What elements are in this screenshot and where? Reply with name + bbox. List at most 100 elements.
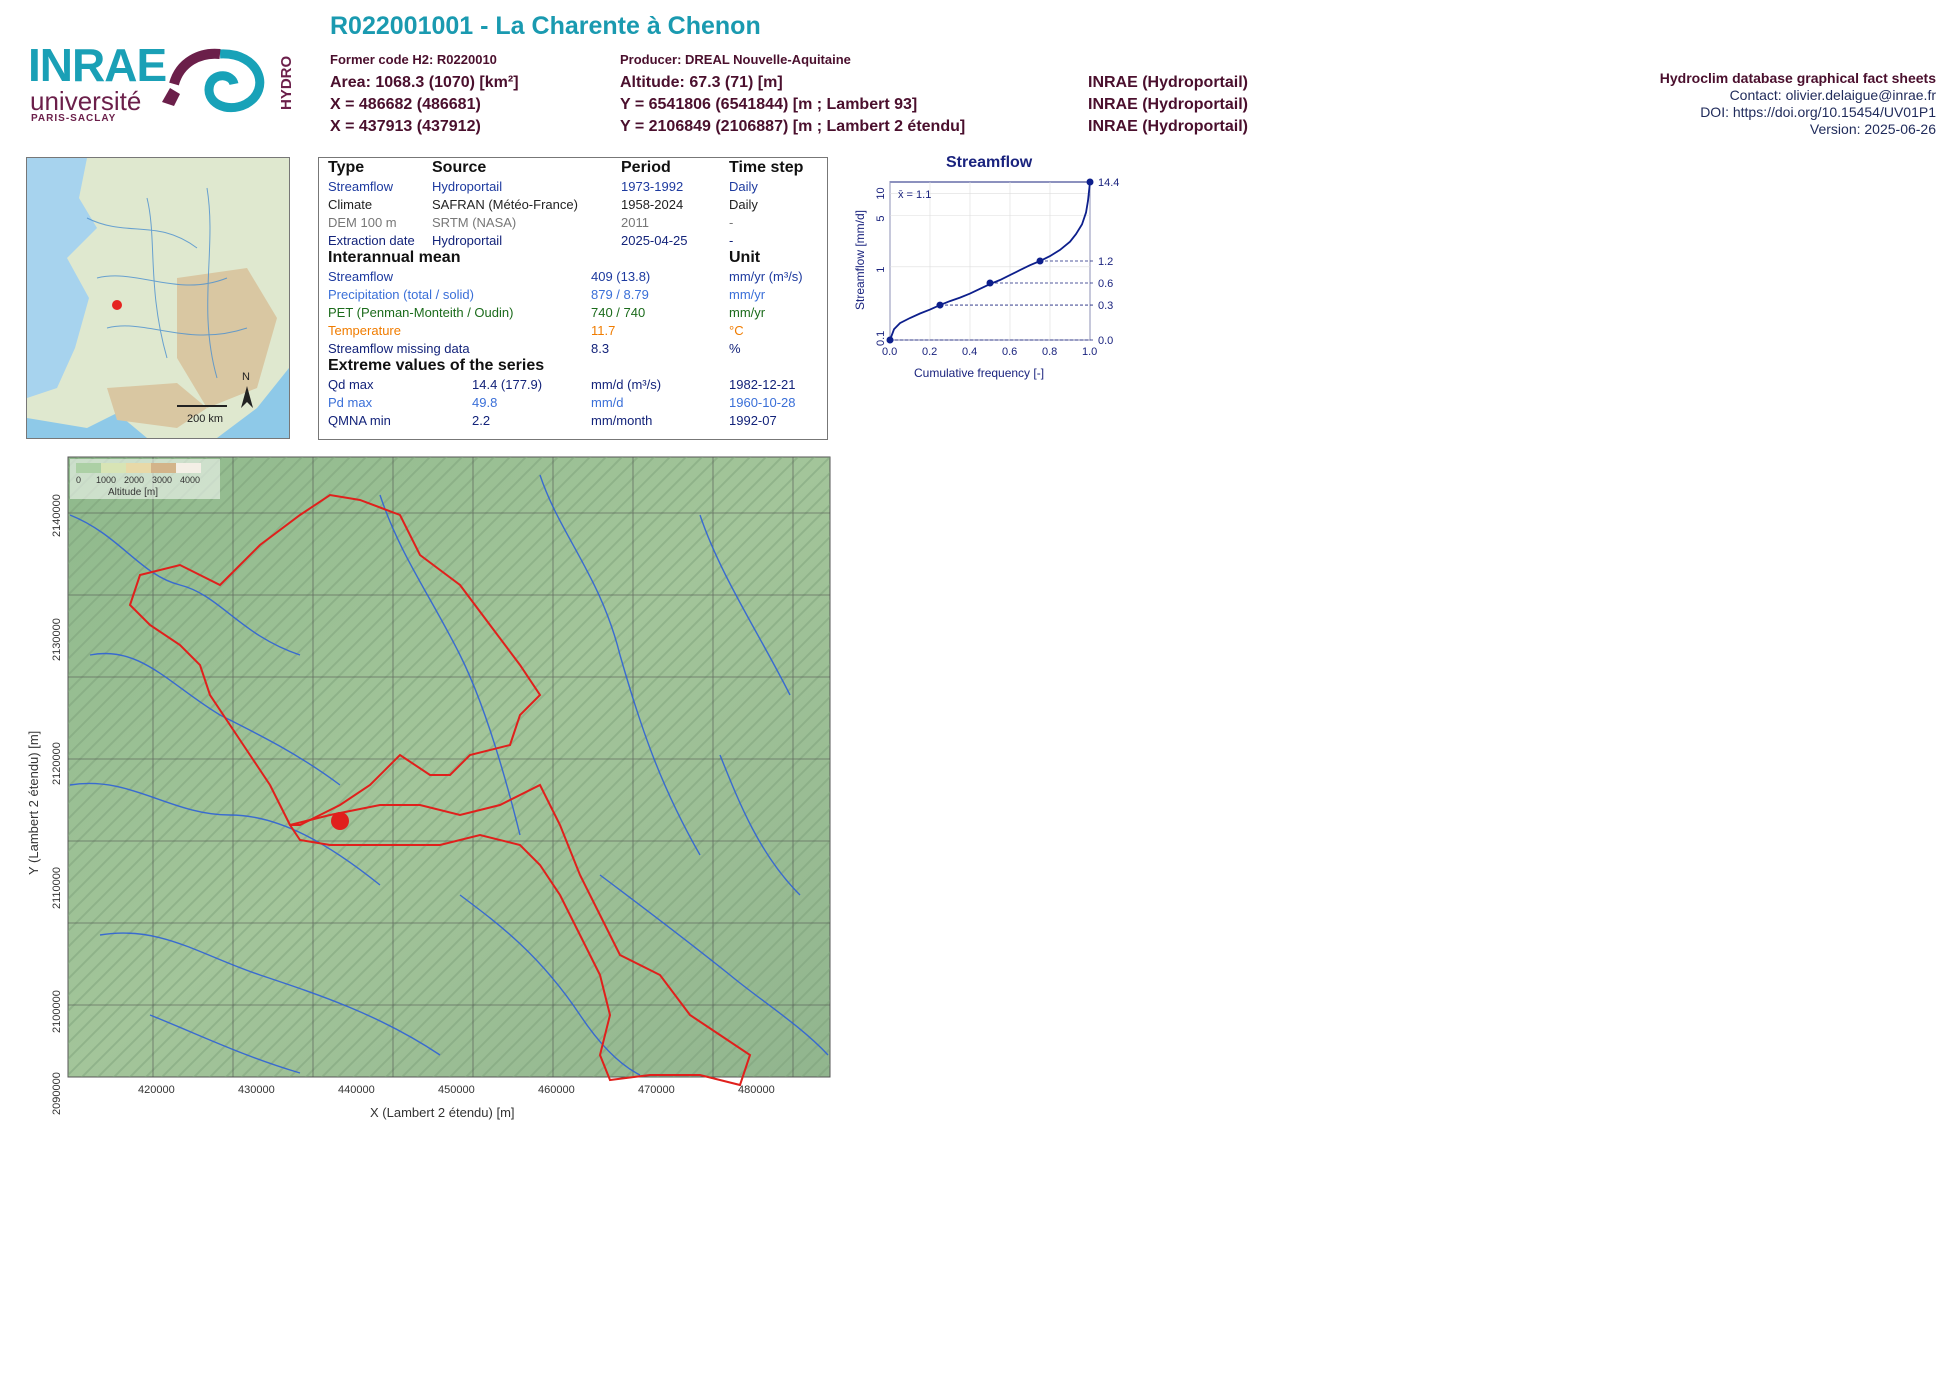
extreme-value: 49.8 <box>472 395 498 410</box>
right-tick-label: 0.0 <box>1098 335 1113 347</box>
col-head-timestep: Time step <box>729 159 804 176</box>
north-label: N <box>242 371 250 383</box>
y-tick: 2140000 <box>51 494 63 537</box>
row-source: Hydroportail <box>432 233 503 248</box>
right-tick-label: 1.2 <box>1098 256 1113 268</box>
interannual-value: 879 / 8.79 <box>591 287 649 302</box>
relief-map: 0 1000 2000 3000 4000 Altitude [m] 42000… <box>26 456 831 1120</box>
col-head-period: Period <box>621 159 671 176</box>
version: Version: 2025-06-26 <box>1809 121 1936 137</box>
quantile-marker <box>1086 178 1094 186</box>
interannual-unit: °C <box>729 323 744 338</box>
y-tick: 2110000 <box>51 867 63 909</box>
y-tick-label: 1 <box>875 267 887 273</box>
interannual-value: 11.7 <box>591 323 616 338</box>
extreme-date: 1982-12-21 <box>729 377 796 392</box>
x-axis-label: Cumulative frequency [-] <box>914 366 1044 380</box>
interannual-label: Temperature <box>328 323 401 338</box>
col-head-type: Type <box>328 159 365 176</box>
interannual-unit: mm/yr (m³/s) <box>729 269 803 284</box>
producer: Producer: DREAL Nouvelle-Aquitaine <box>620 52 851 67</box>
quantile-marker <box>936 301 944 309</box>
mean-label: x̄ = 1.1 <box>898 189 931 201</box>
altitude: Altitude: 67.3 (71) [m] <box>620 74 783 91</box>
info-table: Type Source Period Time step Streamflow … <box>318 157 828 440</box>
row-source: SRTM (NASA) <box>432 215 517 230</box>
gauging-station-marker <box>331 812 349 830</box>
y-tick: 2100000 <box>51 990 63 1033</box>
extreme-value: 14.4 (177.9) <box>472 377 543 392</box>
scale-label: 200 km <box>187 413 223 425</box>
row-period: 2011 <box>621 215 649 230</box>
x-tick: 470000 <box>638 1084 675 1096</box>
legend-tick: 1000 <box>96 475 116 485</box>
y-tick: 2090000 <box>51 1072 63 1115</box>
contact[interactable]: Contact: olivier.delaigue@inrae.fr <box>1729 87 1936 103</box>
quantile-marker <box>1036 257 1044 265</box>
x-tick-label: 0.0 <box>882 346 897 358</box>
interannual-title: Interannual mean <box>328 249 461 266</box>
relief-map-panel: 0 1000 2000 3000 4000 Altitude [m] 42000… <box>0 455 840 1135</box>
overview-map: 200 km N <box>26 157 290 439</box>
x-tick-label: 0.8 <box>1042 346 1057 358</box>
legend-tick: 4000 <box>180 475 200 485</box>
right-tick-label: 14.4 <box>1098 177 1119 189</box>
page-title: R022001001 - La Charente à Chenon <box>330 12 761 40</box>
x-axis-label: X (Lambert 2 étendu) [m] <box>370 1105 515 1120</box>
interannual-unit: % <box>729 341 741 356</box>
x-tick-label: 0.6 <box>1002 346 1017 358</box>
y-tick-label: 10 <box>875 187 887 199</box>
source-3: INRAE (Hydroportail) <box>1088 118 1248 135</box>
unit-title: Unit <box>729 249 761 266</box>
x-tick: 450000 <box>438 1084 475 1096</box>
paris-saclay-logo-text: PARIS-SACLAY <box>31 113 117 124</box>
extreme-label: Pd max <box>328 395 373 410</box>
y-tick-label: 0.1 <box>875 331 887 346</box>
streamflow-curve <box>889 181 1091 341</box>
right-tick-label: 0.3 <box>1098 300 1113 312</box>
extreme-unit: mm/d <box>591 395 624 410</box>
col-head-source: Source <box>432 159 487 176</box>
y-tick-label: 5 <box>875 216 887 222</box>
source-1: INRAE (Hydroportail) <box>1088 74 1248 91</box>
interannual-value: 409 (13.8) <box>591 269 651 284</box>
interannual-label: Streamflow <box>328 269 394 284</box>
row-timestep: - <box>729 233 734 248</box>
y-lambert93: Y = 6541806 (6541844) [m ; Lambert 93] <box>620 96 918 113</box>
quantile-marker <box>986 279 994 287</box>
streamflow-chart: 0.0 0.2 0.4 0.6 0.8 1.0 0.1 1 5 10 14.4 1.2 0.6 0.3 0.… <box>853 177 1119 380</box>
y-axis-label: Streamflow [mm/d] <box>853 210 867 310</box>
north-arrow-icon <box>241 386 253 408</box>
fact-sheet-info: Hydroclim database graphical fact sheets… <box>1660 70 1936 138</box>
chart-title: Streamflow <box>946 154 1033 171</box>
interannual-label: PET (Penman-Monteith / Oudin) <box>328 305 514 320</box>
extreme-title: Extreme values of the series <box>328 357 545 374</box>
fact-sheet-title: Hydroclim database graphical fact sheets <box>1659 70 1936 86</box>
y-tick: 2130000 <box>51 618 63 661</box>
inrae-logo: INRAE <box>28 39 167 91</box>
universite-logo-text: université <box>30 86 142 116</box>
row-type: Streamflow <box>328 179 394 194</box>
x-lambert2: X = 437913 (437912) <box>330 118 481 135</box>
row-type: DEM 100 m <box>328 215 397 230</box>
x-tick: 440000 <box>338 1084 375 1096</box>
row-period: 1973-1992 <box>621 179 684 194</box>
interannual-label: Precipitation (total / solid) <box>328 287 474 302</box>
former-code: Former code H2: R0220010 <box>330 52 497 67</box>
extreme-label: Qd max <box>328 377 374 392</box>
x-tick-label: 0.2 <box>922 346 937 358</box>
x-tick-label: 0.4 <box>962 346 977 358</box>
extreme-unit: mm/month <box>591 413 653 428</box>
hydro-logo-text: HYDRO <box>278 55 295 110</box>
overview-map-graphic: 200 km N <box>27 158 289 438</box>
row-source: Hydroportail <box>432 179 503 194</box>
y-lambert2: Y = 2106849 (2106887) [m ; Lambert 2 éte… <box>620 118 966 135</box>
doi-link[interactable]: DOI: https://doi.org/10.15454/UV01P1 <box>1700 104 1936 120</box>
extreme-unit: mm/d (m³/s) <box>591 377 662 392</box>
catchment-lower-outline <box>288 783 752 1087</box>
interannual-value: 740 / 740 <box>591 305 646 320</box>
y-tick: 2120000 <box>51 742 63 785</box>
legend-tick: 3000 <box>152 475 172 485</box>
x-tick: 430000 <box>238 1084 275 1096</box>
source-2: INRAE (Hydroportail) <box>1088 96 1248 113</box>
